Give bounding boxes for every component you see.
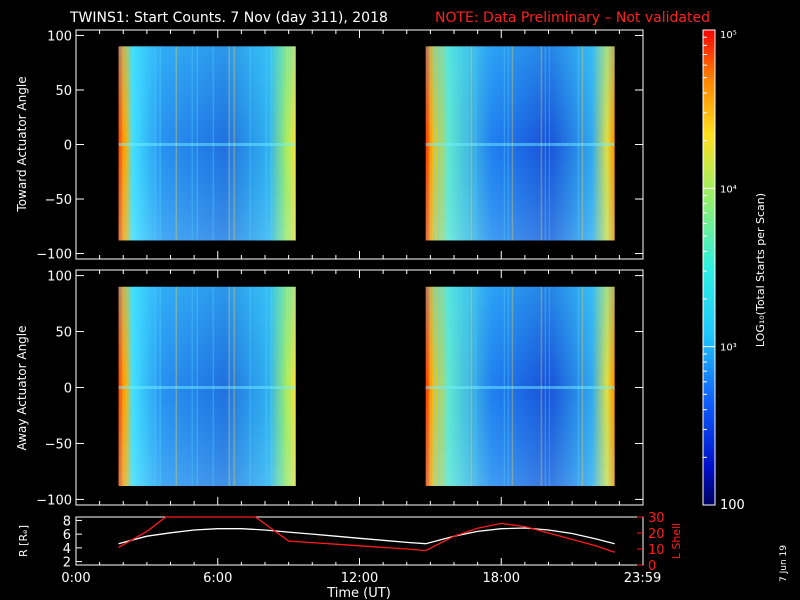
toward-ytick-label: 50 xyxy=(55,84,72,99)
orbit-ytick-left-label: 6 xyxy=(63,528,71,543)
colorbar-gradient xyxy=(703,30,715,505)
orbit-ytick-right-label: 20 xyxy=(648,527,665,542)
orbit-ytick-right-label: 30 xyxy=(648,511,665,526)
away-heatmap-panel: 100 50 0 −50 −100 Away Actuator Angle xyxy=(15,269,644,508)
toward-heatmap-panel: 100 50 0 −50 −100 Toward Actuator Angle xyxy=(15,29,644,263)
orbit-panel-frame xyxy=(75,516,644,566)
colorbar-tick-label: 100 xyxy=(720,498,745,513)
orbit-xlabel: Time (UT) xyxy=(326,586,391,600)
orbit-series-r-line xyxy=(118,527,615,545)
toward-ytick-label: 0 xyxy=(64,139,72,154)
colorbar-tick-label: 10⁵ xyxy=(720,30,737,41)
colorbar-tick-label: 10³ xyxy=(720,343,737,354)
away-zero-band-2 xyxy=(425,386,615,389)
toward-ylabel: Toward Actuator Angle xyxy=(15,76,29,212)
orbit-ytick-left-label: 8 xyxy=(63,514,71,529)
away-ytick-label: 100 xyxy=(47,270,72,285)
away-ytick-label: −50 xyxy=(45,437,72,452)
away-zero-band-1 xyxy=(118,386,296,389)
colorbar-tick-label: 10⁴ xyxy=(720,184,737,195)
orbit-ytick-right-label: 10 xyxy=(648,543,665,558)
colorbar-label: LOG₁₀(Total Starts per Scan) xyxy=(754,193,767,347)
orbit-xtick-label: 0:00 xyxy=(61,571,90,586)
toward-zero-band-1 xyxy=(118,143,296,146)
colorbar: 10⁵ 10⁴ 10³ 100 LOG₁₀(Total Starts per Scan… xyxy=(702,29,767,513)
toward-ytick-label: 100 xyxy=(47,29,72,44)
orbit-series-l-shell-line xyxy=(118,516,615,553)
toward-ytick-label: −50 xyxy=(45,193,72,208)
orbit-ytick-left-label: 4 xyxy=(63,542,71,557)
orbit-xtick-label: 23:59 xyxy=(624,571,661,586)
orbit-ylabel-left: R [Rₑ] xyxy=(17,525,30,557)
orbit-ytick-left-label: 2 xyxy=(63,556,71,571)
away-ytick-label: 0 xyxy=(64,382,72,397)
orbit-xtick-label: 12:00 xyxy=(341,571,378,586)
date-stamp: 7 Jun 19 xyxy=(779,545,789,582)
orbit-xtick-label: 18:00 xyxy=(483,571,520,586)
toward-zero-band-2 xyxy=(425,143,615,146)
toward-ytick-label: −100 xyxy=(36,248,72,263)
chart-title-note: NOTE: Data Preliminary – Not validated xyxy=(435,10,710,26)
orbit-ytick-right-label: 0 xyxy=(648,559,656,574)
away-ylabel: Away Actuator Angle xyxy=(15,325,29,450)
chart-title: TWINS1: Start Counts. 7 Nov (day 311), 2… xyxy=(69,10,388,26)
orbit-ylabel-right: L Shell xyxy=(670,523,683,559)
away-ytick-label: −100 xyxy=(36,493,72,508)
away-ytick-label: 50 xyxy=(55,326,72,341)
orbit-xtick-label: 6:00 xyxy=(203,571,232,586)
